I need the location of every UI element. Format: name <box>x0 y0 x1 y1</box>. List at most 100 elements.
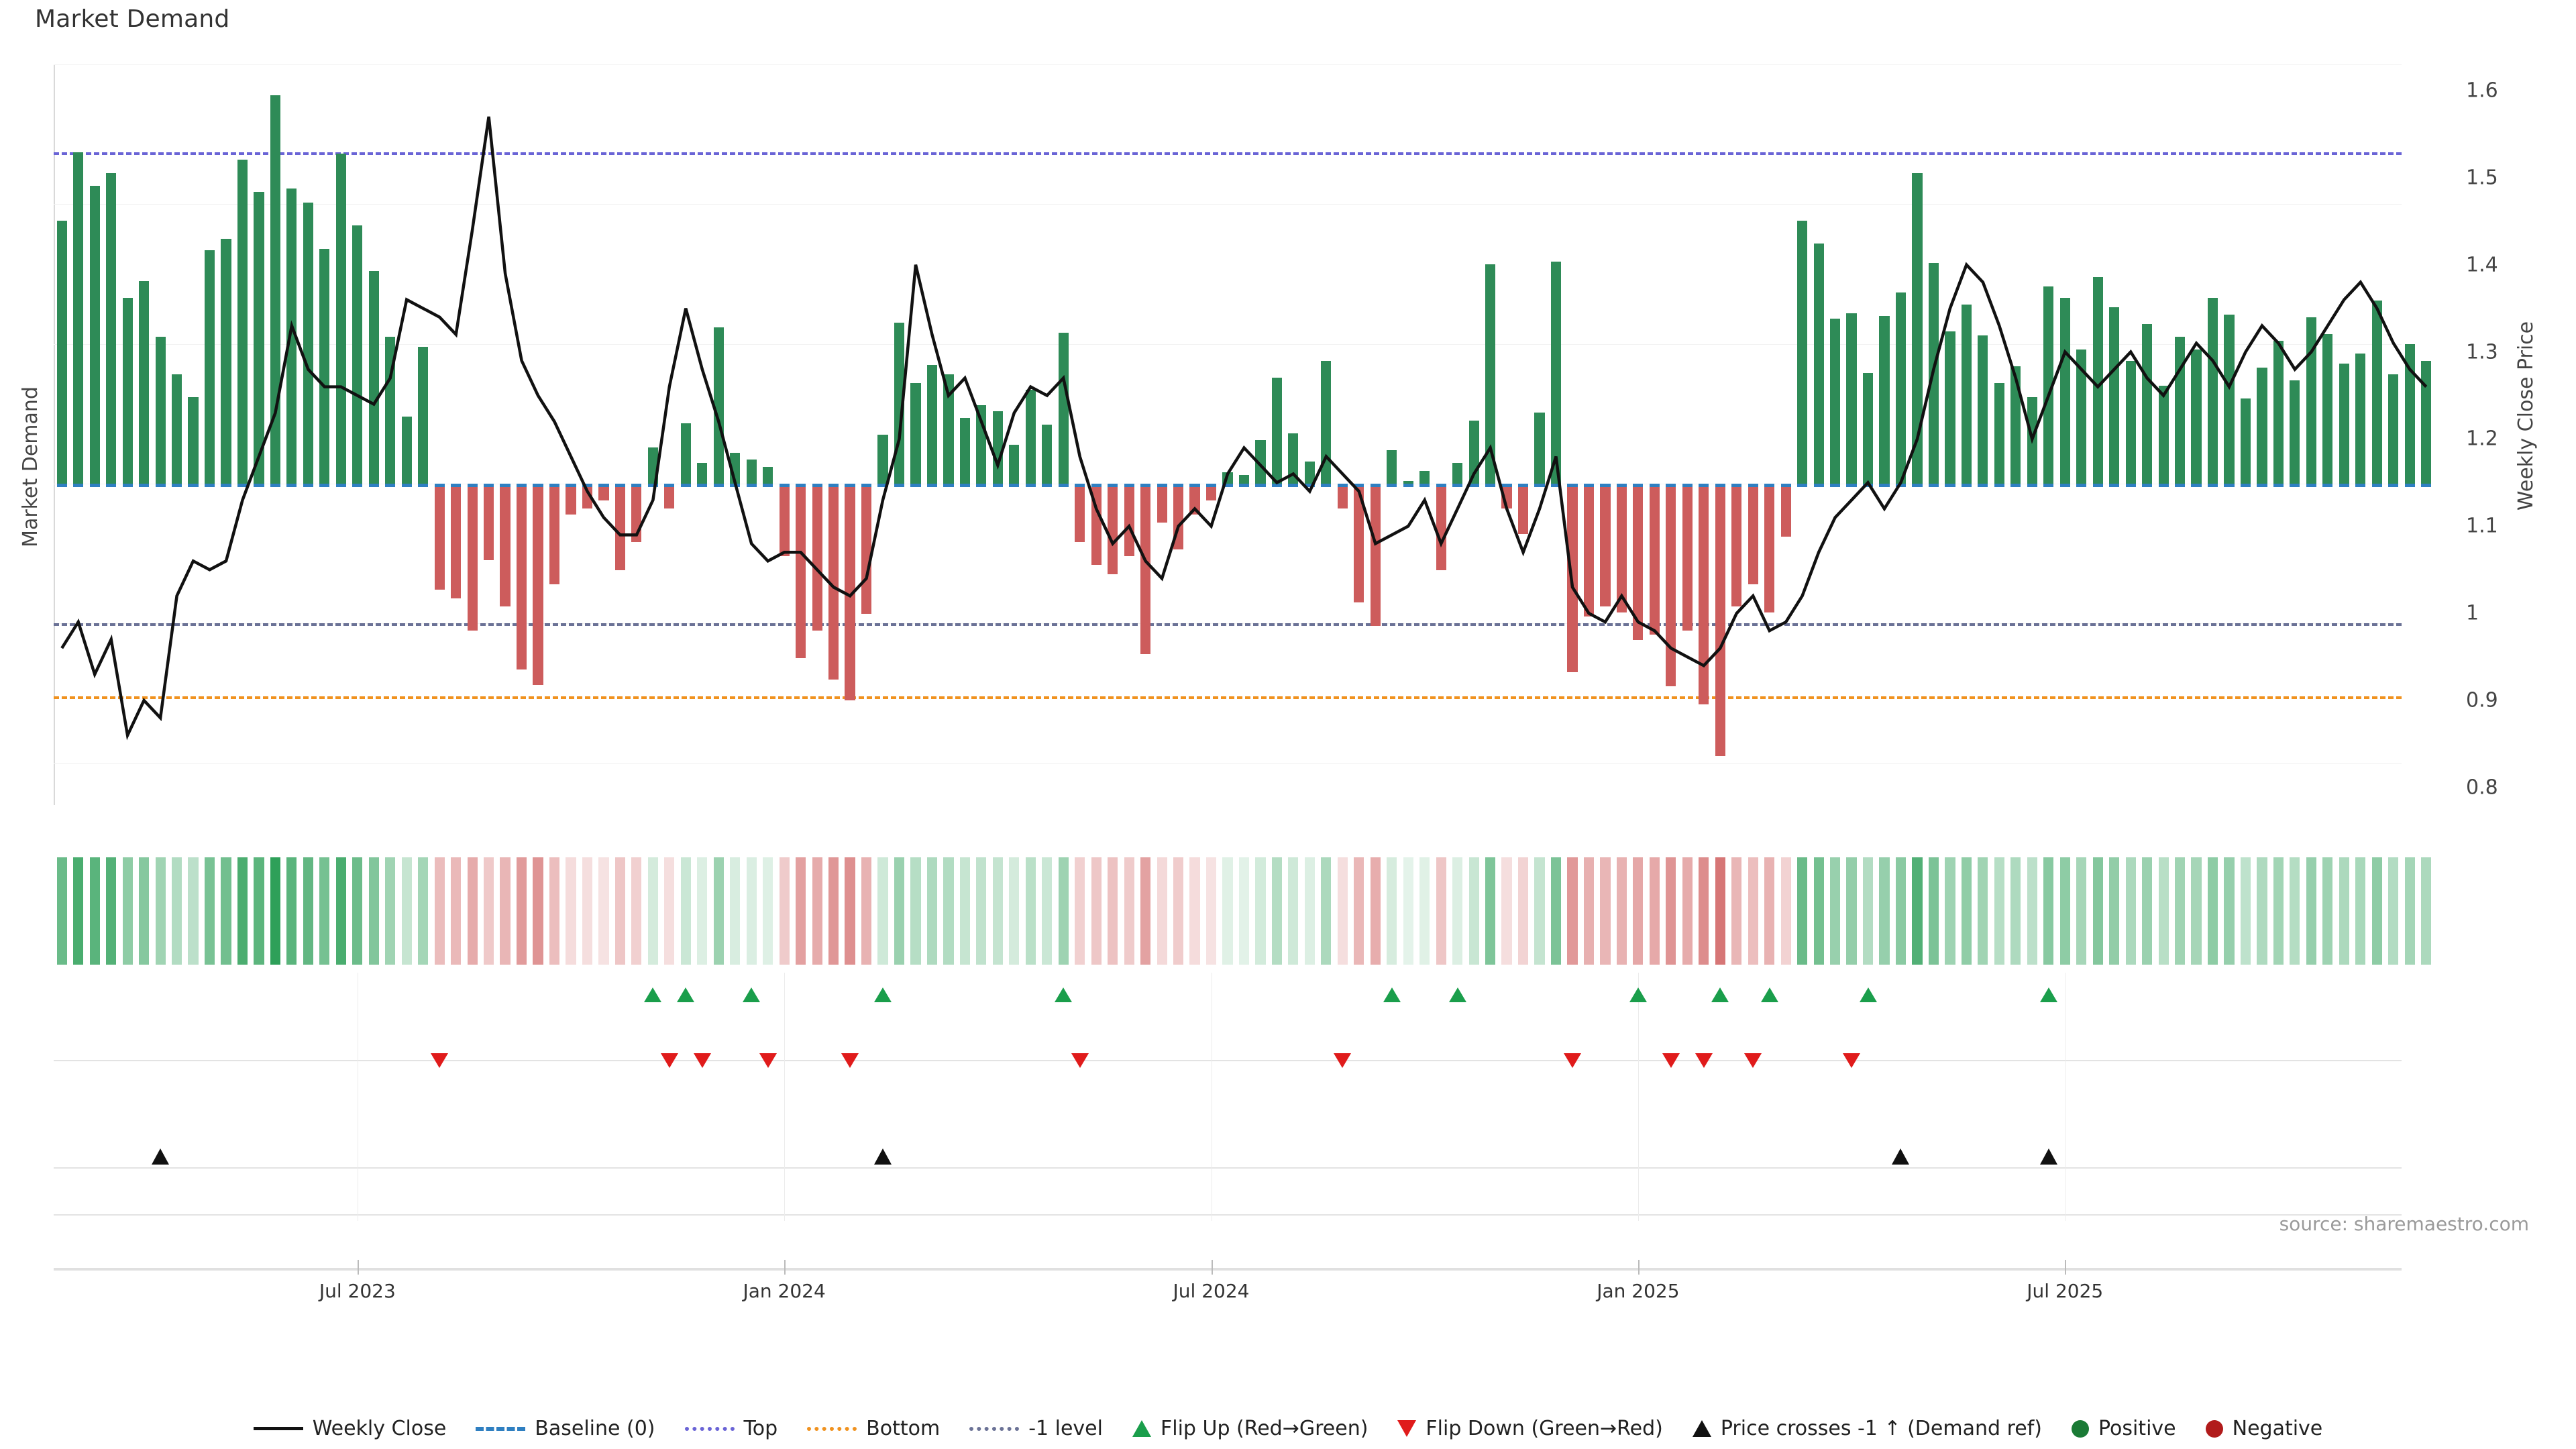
chart-legend: Weekly Close Baseline (0) Top Bottom -1 leve… <box>0 1417 2576 1440</box>
baseline-segment <box>1600 483 1611 487</box>
demand-bar <box>1550 261 1562 484</box>
heatmap-cell <box>1042 857 1053 965</box>
baseline-segment <box>894 483 905 487</box>
heatmap-cell <box>861 857 872 965</box>
demand-bar <box>2010 366 2021 484</box>
heatmap-cell <box>484 857 494 965</box>
heatmap-cell <box>2290 857 2300 965</box>
heatmap-cell <box>319 857 330 965</box>
heatmap-cell <box>270 857 280 965</box>
heatmap-cell <box>1780 857 1791 965</box>
demand-bar <box>2404 343 2415 484</box>
demand-bar <box>270 95 280 484</box>
flip-up-marker <box>874 987 892 1002</box>
heatmap-cell <box>959 857 970 965</box>
flip-down-marker <box>1334 1053 1352 1068</box>
weekly-close-line-icon <box>253 1427 303 1430</box>
baseline-segment <box>1452 483 1463 487</box>
heatmap-cell <box>303 857 313 965</box>
legend-item[interactable]: Flip Up (Red→Green) <box>1132 1417 1368 1440</box>
heatmap-cell <box>533 857 543 965</box>
demand-bar <box>2125 360 2136 484</box>
baseline-segment <box>2273 483 2284 487</box>
flip-down-marker <box>759 1053 777 1068</box>
demand-bar <box>1813 243 1824 484</box>
legend-item[interactable]: Price crosses -1 ↑ (Demand ref) <box>1692 1417 2042 1440</box>
x-tick-mark <box>2065 1260 2067 1275</box>
demand-bar <box>1633 483 1644 641</box>
baseline-segment <box>2257 483 2267 487</box>
baseline-segment <box>1830 483 1841 487</box>
demand-bar <box>89 186 100 484</box>
baseline-segment <box>598 483 609 487</box>
legend-item[interactable]: Bottom <box>807 1417 940 1440</box>
heatmap-cell <box>1205 857 1217 965</box>
demand-bar <box>582 483 593 509</box>
heatmap-cell <box>1600 857 1611 965</box>
baseline-segment <box>614 483 625 487</box>
legend-item[interactable]: Negative <box>2205 1417 2322 1440</box>
baseline-segment <box>2043 483 2054 487</box>
heatmap-cell <box>1666 857 1676 965</box>
baseline-segment <box>2109 483 2120 487</box>
baseline-segment <box>566 483 576 487</box>
demand-bar <box>1780 483 1791 537</box>
heatmap-cell <box>1748 857 1758 965</box>
marker-panel <box>54 973 2402 1221</box>
legend-item[interactable]: Positive <box>2071 1417 2176 1440</box>
y-axis-label: Market Demand <box>19 386 42 547</box>
legend-item[interactable]: -1 level <box>969 1417 1103 1440</box>
demand-bar <box>1288 433 1299 484</box>
marker-row-divider <box>54 1214 2402 1216</box>
baseline-segment <box>1025 483 1036 487</box>
baseline-segment <box>1699 483 1709 487</box>
legend-label: Price crosses -1 ↑ (Demand ref) <box>1720 1417 2042 1440</box>
demand-bar <box>1436 483 1446 571</box>
baseline-segment <box>1961 483 1972 487</box>
heatmap-cell <box>1173 857 1184 965</box>
demand-bar <box>1205 483 1217 500</box>
heatmap-cell <box>730 857 741 965</box>
demand-bar <box>680 423 691 484</box>
legend-item[interactable]: Top <box>684 1417 777 1440</box>
demand-heatmap-strip <box>54 857 2432 965</box>
heatmap-cell <box>1140 857 1151 965</box>
demand-bar <box>549 483 560 584</box>
y2-tick-label: 1.2 <box>2466 427 2498 451</box>
baseline-segment <box>467 483 478 487</box>
demand-bar <box>1616 483 1627 612</box>
demand-bar <box>2191 349 2202 484</box>
legend-item[interactable]: Flip Down (Green→Red) <box>1397 1417 1663 1440</box>
heatmap-cell <box>1452 857 1463 965</box>
legend-item[interactable]: Baseline (0) <box>476 1417 655 1440</box>
baseline-segment <box>2421 483 2432 487</box>
baseline-segment <box>2158 483 2169 487</box>
heatmap-cell <box>2158 857 2169 965</box>
heatmap-cell <box>582 857 593 965</box>
heatmap-cell <box>2010 857 2021 965</box>
heatmap-cell <box>2059 857 2070 965</box>
heatmap-cell <box>1058 857 1069 965</box>
demand-bar <box>664 483 675 509</box>
baseline-segment <box>1567 483 1578 487</box>
baseline-segment <box>1666 483 1676 487</box>
baseline-segment <box>812 483 822 487</box>
x-tick-mark <box>784 1260 786 1275</box>
heatmap-cell <box>926 857 938 965</box>
baseline-segment <box>1288 483 1299 487</box>
heatmap-cell <box>352 857 363 965</box>
baseline-segment <box>451 483 462 487</box>
demand-bar <box>2043 286 2054 484</box>
baseline-segment <box>1157 483 1167 487</box>
flip-down-marker <box>1843 1053 1861 1068</box>
legend-item[interactable]: Weekly Close <box>253 1417 446 1440</box>
heatmap-cell <box>1370 857 1381 965</box>
baseline-dash-icon <box>476 1426 526 1431</box>
baseline-segment <box>139 483 150 487</box>
heatmap-cell <box>1238 857 1250 965</box>
baseline-segment <box>1517 483 1529 487</box>
heatmap-cell <box>451 857 462 965</box>
heatmap-cell <box>1830 857 1841 965</box>
flip-up-marker <box>2039 987 2057 1002</box>
